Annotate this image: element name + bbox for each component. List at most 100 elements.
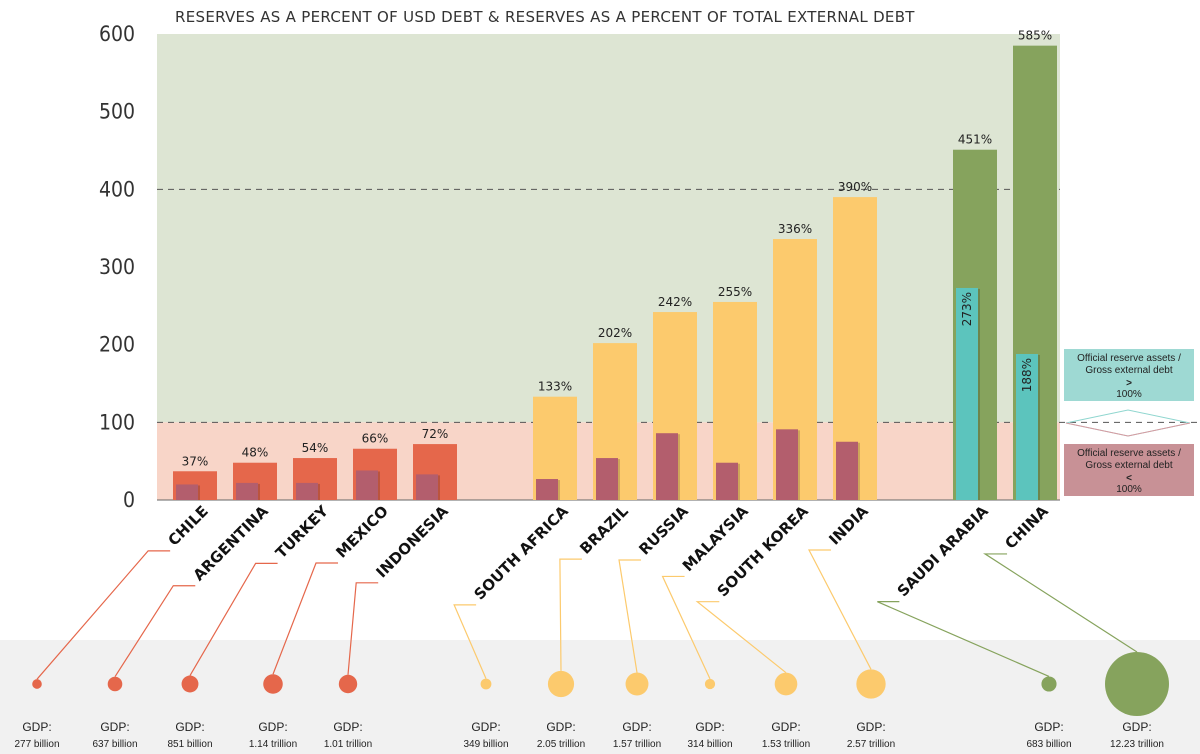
gdp-bubble	[181, 675, 199, 693]
gdp-bubble	[547, 670, 575, 698]
bar-value-label: 37%	[182, 454, 209, 468]
category-label: CHILE	[164, 502, 211, 549]
bar-total-external-debt	[956, 287, 978, 500]
legend-box	[1064, 444, 1194, 496]
legend: Official reserve assets /Gross external …	[1064, 349, 1194, 496]
category-label: SOUTH AFRICA	[470, 502, 572, 604]
gdp-label: GDP:	[622, 720, 651, 734]
gdp-label: GDP:	[1122, 720, 1151, 734]
legend-text: 100%	[1116, 484, 1142, 495]
bar-total-external-debt	[176, 484, 198, 500]
bar-value-label: 451%	[958, 133, 992, 147]
y-tick-label: 200	[99, 333, 135, 357]
gdp-bubble	[480, 678, 492, 690]
leader-line	[272, 562, 339, 675]
gdp-bubble	[107, 676, 123, 692]
leader-line	[36, 550, 171, 680]
gdp-value: 314 billion	[687, 739, 732, 750]
legend-text: Gross external debt	[1085, 460, 1172, 471]
legend-text: Official reserve assets /	[1077, 448, 1181, 459]
gdp-bubble	[1105, 652, 1169, 716]
bar-total-external-debt	[536, 479, 558, 500]
bar-total-external-debt	[1016, 353, 1038, 500]
gdp-label: GDP:	[258, 720, 287, 734]
leader-line	[695, 601, 787, 674]
gdp-label: GDP:	[471, 720, 500, 734]
legend-box	[1064, 349, 1194, 401]
gdp-bubble	[856, 669, 886, 699]
bar-total-external-debt	[236, 482, 258, 500]
bar-value-label: 390%	[838, 180, 872, 194]
y-tick-label: 600	[99, 22, 135, 46]
gdp-value: 1.53 trillion	[762, 739, 810, 750]
gdp-label: GDP:	[771, 720, 800, 734]
bar-total-external-debt	[416, 474, 438, 500]
y-tick-label: 400	[99, 177, 135, 201]
gdp-label: GDP:	[1034, 720, 1063, 734]
gdp-value: 637 billion	[92, 739, 137, 750]
leader-line	[559, 558, 582, 671]
bar-value-label: 202%	[598, 326, 632, 340]
bar-total-external-debt	[836, 441, 858, 500]
leader-line	[114, 585, 196, 678]
bar-total-external-debt	[776, 429, 798, 500]
inner-bar-value-label: 188%	[1020, 358, 1034, 392]
gdp-value: 277 billion	[14, 739, 59, 750]
leader-line	[983, 553, 1138, 653]
category-label: INDIA	[825, 502, 872, 549]
y-axis: 0 100 200 300 400 500 600	[99, 22, 135, 512]
legend-text: 100%	[1116, 389, 1142, 400]
bar-value-label: 242%	[658, 295, 692, 309]
bar-value-label: 54%	[302, 441, 329, 455]
bar-value-label: 72%	[422, 427, 449, 441]
gdp-value: 349 billion	[463, 739, 508, 750]
bar-value-label: 255%	[718, 285, 752, 299]
bar-value-label: 336%	[778, 222, 812, 236]
leader-line	[661, 575, 711, 680]
gdp-bubble	[1041, 676, 1057, 692]
y-tick-label: 500	[99, 100, 135, 124]
leader-line	[453, 604, 487, 679]
gdp-bubble	[32, 679, 42, 689]
gdp-value: 1.14 trillion	[249, 739, 297, 750]
category-label: SAUDI ARABIA	[894, 502, 992, 600]
gdp-value: 1.01 trillion	[324, 739, 372, 750]
legend-divider-diamond	[1065, 409, 1191, 437]
gdp-label: GDP:	[546, 720, 575, 734]
bar-value-label: 48%	[242, 446, 269, 460]
gdp-bubble	[704, 678, 716, 690]
bottom-band	[0, 640, 1200, 754]
gdp-bubble	[625, 672, 649, 696]
gdp-value: 1.57 trillion	[613, 739, 661, 750]
gdp-label: GDP:	[100, 720, 129, 734]
bar-value-label: 585%	[1018, 29, 1052, 43]
bar-total-external-debt	[716, 462, 738, 500]
leader-line	[877, 601, 1050, 677]
inner-bar-value-label: 273%	[960, 292, 974, 326]
bar-total-external-debt	[656, 433, 678, 500]
category-label: BRAZIL	[576, 502, 632, 558]
legend-divider-diamond-lower	[1065, 422, 1191, 437]
gdp-label: GDP:	[22, 720, 51, 734]
bar-value-label: 133%	[538, 380, 572, 394]
y-tick-label: 300	[99, 255, 135, 279]
gdp-label: GDP:	[175, 720, 204, 734]
gdp-value: 683 billion	[1026, 739, 1071, 750]
bar-total-external-debt	[356, 470, 378, 500]
gdp-value: 12.23 trillion	[1110, 739, 1164, 750]
leader-line	[618, 559, 642, 673]
legend-text: Official reserve assets /	[1077, 353, 1181, 364]
gdp-bubble	[774, 672, 798, 696]
bar-value-label: 66%	[362, 432, 389, 446]
y-tick-label: 100	[99, 410, 135, 434]
gdp-value: 2.05 trillion	[537, 739, 585, 750]
gdp-bubbles: GDP: 277 billion GDP: 637 billion GDP: 851 bi…	[14, 549, 1169, 750]
leader-line	[189, 562, 278, 676]
leader-line	[807, 549, 872, 670]
bar-total-external-debt	[596, 458, 618, 500]
gdp-label: GDP:	[695, 720, 724, 734]
gdp-value: 851 billion	[167, 739, 212, 750]
legend-text: Gross external debt	[1085, 365, 1172, 376]
legend-text: >	[1126, 378, 1132, 389]
